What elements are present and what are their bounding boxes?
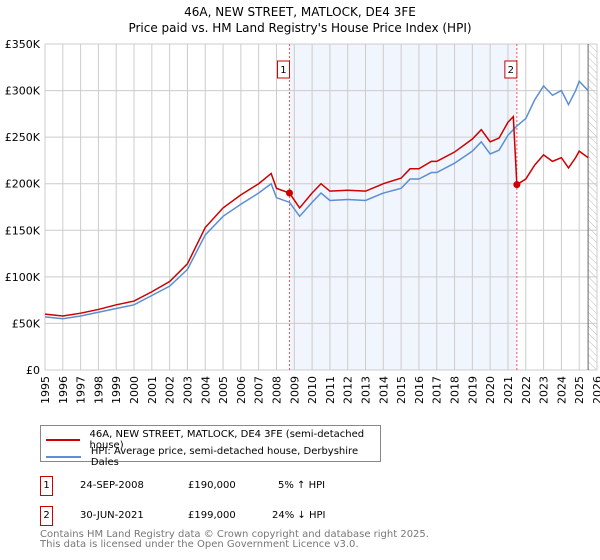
y-tick-label: £100K (5, 271, 41, 284)
x-tick-label: 2009 (288, 376, 301, 404)
transaction-number: 2 (40, 506, 53, 526)
x-tick-label: 2026 (591, 376, 600, 404)
transaction-row: 2 30-JUN-2021 £199,000 24% ↓ HPI (40, 506, 440, 526)
x-tick-label: 2015 (395, 376, 408, 404)
x-tick-label: 1996 (57, 376, 70, 404)
x-tick-label: 1995 (39, 376, 52, 404)
transaction-hpi: 24% ↓ HPI (272, 510, 326, 521)
x-tick-label: 2007 (253, 376, 266, 404)
legend: 46A, NEW STREET, MATLOCK, DE4 3FE (semi-… (40, 425, 381, 468)
chart-subtitle: Price paid vs. HM Land Registry's House … (128, 21, 472, 35)
footer-line-2: This data is licensed under the Open Gov… (40, 539, 359, 550)
hpi-series-line (44, 79, 589, 320)
transaction-price: £190,000 (188, 480, 236, 491)
x-tick-label: 2011 (324, 376, 337, 404)
x-tick-label: 1998 (92, 376, 105, 404)
transaction-row: 1 24-SEP-2008 £190,000 5% ↑ HPI (40, 476, 440, 496)
y-tick-label: £50K (12, 317, 41, 330)
x-tick-label: 2004 (199, 376, 212, 404)
sale-point (513, 181, 521, 189)
x-tick-label: 2022 (520, 376, 533, 404)
x-tick-label: 2001 (146, 376, 159, 404)
x-tick-label: 2023 (538, 376, 551, 404)
transaction-date: 24-SEP-2008 (80, 480, 144, 491)
x-tick-label: 2003 (181, 376, 194, 404)
x-tick-label: 2012 (342, 376, 355, 404)
chart-title: 46A, NEW STREET, MATLOCK, DE4 3FE (184, 5, 416, 19)
shaded-region (289, 44, 517, 370)
x-tick-label: 2019 (466, 376, 479, 404)
sale-point (285, 189, 293, 197)
sale-marker-box (276, 60, 290, 79)
hatched-region (588, 44, 597, 370)
x-tick-label: 2017 (431, 376, 444, 404)
x-tick-label: 2018 (449, 376, 462, 404)
x-tick-label: 1999 (110, 376, 123, 404)
y-tick-label: £150K (5, 224, 41, 237)
transaction-date: 30-JUN-2021 (80, 510, 144, 521)
y-tick-label: £350K (5, 38, 41, 51)
transaction-price: £199,000 (188, 510, 236, 521)
y-tick-label: £250K (5, 131, 41, 144)
transaction-hpi: 5% ↑ HPI (278, 480, 326, 491)
x-tick-label: 2014 (377, 376, 390, 404)
sale-marker-box (504, 60, 518, 79)
x-tick-label: 2005 (217, 376, 230, 404)
y-tick-label: £200K (5, 178, 41, 191)
sale-marker-label: 2 (508, 65, 514, 76)
legend-swatch-hpi (46, 456, 81, 458)
x-tick-label: 2020 (484, 376, 497, 404)
transaction-number: 1 (40, 476, 53, 496)
x-tick-label: 2002 (164, 376, 177, 404)
x-tick-label: 2010 (306, 376, 319, 404)
x-tick-label: 1997 (75, 376, 88, 404)
x-tick-label: 2024 (555, 376, 568, 404)
x-tick-label: 2000 (128, 376, 141, 404)
legend-swatch-property (46, 439, 80, 441)
x-tick-label: 2006 (235, 376, 248, 404)
footer: Contains HM Land Registry data © Crown c… (40, 530, 429, 550)
x-tick-label: 2008 (270, 376, 283, 404)
y-tick-label: £300K (5, 85, 41, 98)
footer-line-1: Contains HM Land Registry data © Crown c… (40, 529, 429, 540)
legend-label-hpi: HPI: Average price, semi-detached house,… (90, 446, 359, 468)
y-tick-label: £0 (26, 364, 40, 377)
sale-marker-label: 1 (280, 65, 286, 76)
x-tick-label: 2016 (413, 376, 426, 404)
legend-label-property: 46A, NEW STREET, MATLOCK, DE4 3FE (semi-… (89, 429, 365, 451)
chart-svg: 1995 1996 1997 1998 1999 2000 2001 2002 2003 2004… (5, 38, 600, 404)
x-tick-label: 2021 (502, 376, 515, 404)
x-tick-label: 2025 (573, 376, 586, 404)
property-series-line (44, 114, 589, 317)
x-tick-label: 2013 (360, 376, 373, 404)
